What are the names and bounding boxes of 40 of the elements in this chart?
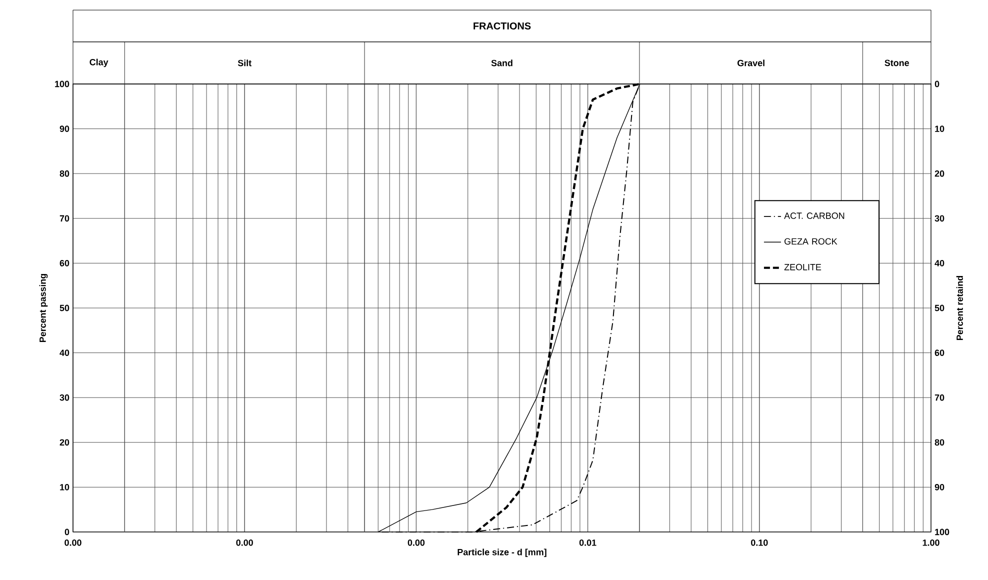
y2-tick-label: 40 xyxy=(934,260,944,266)
x-tick-label: 0.00 xyxy=(408,539,425,546)
y-tick-label: 20 xyxy=(60,439,70,446)
y2-tick-label: 30 xyxy=(934,215,944,222)
y2-tick-label: 100 xyxy=(935,528,950,536)
y2-tick-label: 10 xyxy=(935,126,944,132)
y2-tick-label: 70 xyxy=(934,394,944,401)
y-tick-label: 30 xyxy=(60,394,70,401)
x-tick-label: 0.10 xyxy=(751,539,768,546)
text: Stone xyxy=(884,60,910,66)
y-tick-label: 40 xyxy=(60,350,70,356)
y-tick-label: 50 xyxy=(60,304,70,312)
x-axis-title: Particle size - d [mm] xyxy=(458,548,546,558)
y-tick-label: 80 xyxy=(60,170,70,177)
text: Clay xyxy=(90,58,108,68)
y-tick-label: 100 xyxy=(55,80,70,88)
y2-axis-title: Percent retaind xyxy=(956,276,963,340)
y-axis-title: Percent passing xyxy=(39,274,48,342)
y-tick-label: 10 xyxy=(60,484,70,490)
chart-title: FRACTIONS xyxy=(474,22,531,30)
y2-tick-label: 60 xyxy=(934,350,944,356)
x-tick-label: 0.00 xyxy=(64,539,82,546)
legend-label: ACT. CARBON xyxy=(784,212,844,219)
y2-tick-label: 20 xyxy=(934,170,944,177)
x-tick-label: 0.00 xyxy=(236,539,253,546)
y-tick-label: 90 xyxy=(60,126,70,132)
text: Sand xyxy=(491,60,512,66)
legend-label: GEZA ROCK xyxy=(784,238,838,245)
y-tick-label: 0 xyxy=(64,528,70,536)
y-tick-label: 60 xyxy=(60,260,70,266)
y-tick-label: 70 xyxy=(60,215,70,222)
y2-tick-label: 50 xyxy=(934,304,944,312)
x-tick-label: 1.00 xyxy=(922,539,940,546)
y2-tick-label: 0 xyxy=(934,80,940,88)
y2-tick-label: 90 xyxy=(934,484,944,490)
x-tick-label: 0.01 xyxy=(579,539,596,546)
text: Gravel xyxy=(738,60,764,66)
text: Silt xyxy=(238,60,252,66)
y2-tick-label: 80 xyxy=(934,439,944,446)
legend-label: ZEOLITE xyxy=(784,264,822,270)
